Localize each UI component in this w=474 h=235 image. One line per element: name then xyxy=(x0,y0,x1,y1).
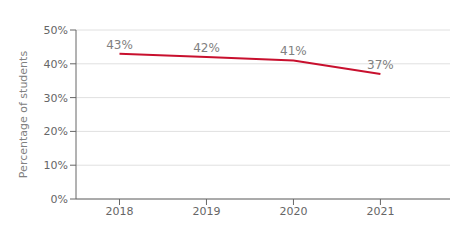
svg-text:2020: 2020 xyxy=(279,205,307,218)
svg-text:30%: 30% xyxy=(44,92,68,105)
svg-text:20%: 20% xyxy=(44,125,68,138)
svg-text:Percentage of students: Percentage of students xyxy=(17,51,30,179)
svg-text:42%: 42% xyxy=(193,41,220,55)
svg-text:2019: 2019 xyxy=(192,205,220,218)
svg-text:37%: 37% xyxy=(367,58,394,72)
svg-text:41%: 41% xyxy=(280,44,307,58)
svg-text:0%: 0% xyxy=(51,193,68,206)
svg-text:10%: 10% xyxy=(44,159,68,172)
svg-text:50%: 50% xyxy=(44,24,68,37)
svg-text:2018: 2018 xyxy=(105,205,133,218)
svg-text:40%: 40% xyxy=(44,58,68,71)
svg-text:2021: 2021 xyxy=(366,205,394,218)
svg-text:43%: 43% xyxy=(106,38,133,52)
